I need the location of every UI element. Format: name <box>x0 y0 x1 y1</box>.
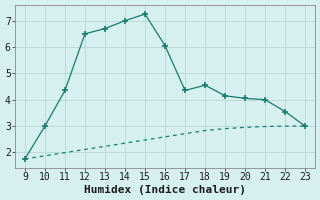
X-axis label: Humidex (Indice chaleur): Humidex (Indice chaleur) <box>84 185 246 195</box>
